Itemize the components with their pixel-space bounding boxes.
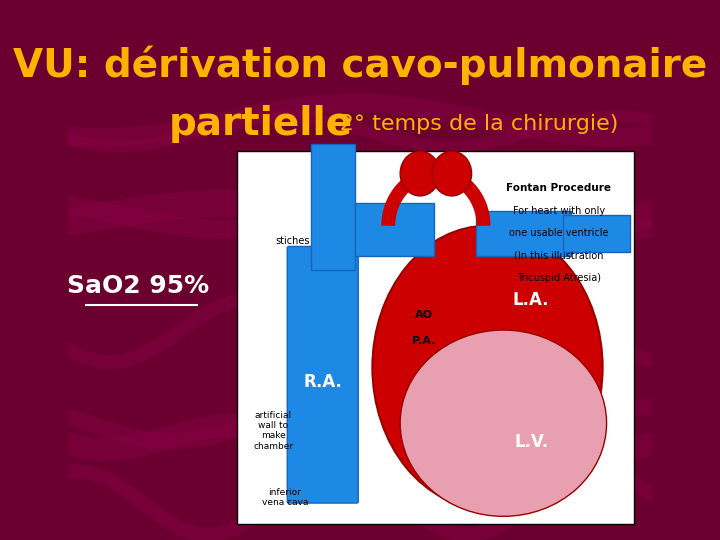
Text: Fontan Procedure: Fontan Procedure <box>506 184 611 193</box>
Text: AO: AO <box>415 310 433 320</box>
Ellipse shape <box>400 151 440 196</box>
Text: (In this illustration: (In this illustration <box>514 251 603 260</box>
Text: (2° temps de la chirurgie): (2° temps de la chirurgie) <box>324 114 618 134</box>
Text: stiches: stiches <box>276 235 310 246</box>
Ellipse shape <box>372 226 603 509</box>
Text: L.V.: L.V. <box>514 433 548 451</box>
Text: one usable ventricle: one usable ventricle <box>509 228 608 238</box>
Text: For heart with only: For heart with only <box>513 206 605 216</box>
FancyBboxPatch shape <box>287 246 359 503</box>
Text: inferior
vena cava: inferior vena cava <box>262 488 308 508</box>
Text: VU: dérivation cavo-pulmonaire: VU: dérivation cavo-pulmonaire <box>13 45 707 85</box>
Text: artificial
wall to
make
chamber: artificial wall to make chamber <box>253 410 293 451</box>
Bar <box>563 214 631 252</box>
Bar <box>238 151 634 524</box>
Text: R.A.: R.A. <box>303 373 342 391</box>
Text: Tricuspid Atresia): Tricuspid Atresia) <box>517 273 601 283</box>
Bar <box>311 144 354 271</box>
Ellipse shape <box>432 151 472 196</box>
Bar <box>354 204 434 255</box>
Text: L.A.: L.A. <box>513 291 549 309</box>
Text: P.A.: P.A. <box>413 336 436 346</box>
Bar <box>476 211 571 255</box>
Ellipse shape <box>400 330 606 516</box>
Text: partielle: partielle <box>168 105 353 143</box>
Text: SaO2 95%: SaO2 95% <box>67 274 210 298</box>
